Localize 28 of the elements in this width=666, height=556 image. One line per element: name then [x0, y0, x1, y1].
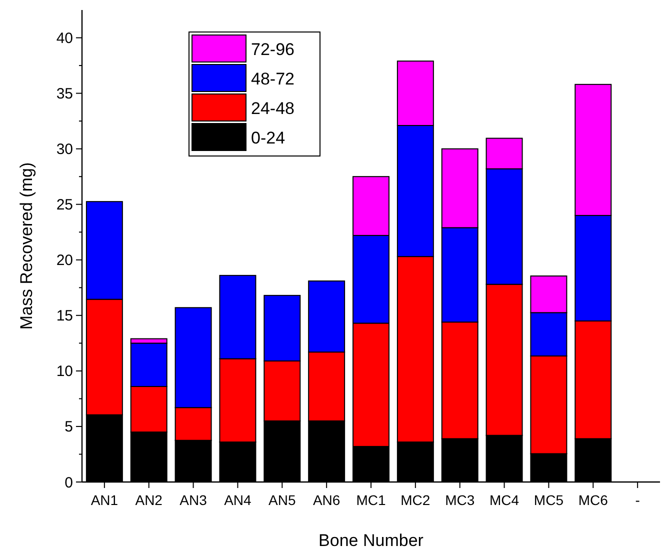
y-tick-label: 35 — [56, 86, 73, 103]
x-tick-label: AN2 — [135, 492, 163, 508]
x-tick-label: AN5 — [268, 492, 296, 508]
legend-label: 24-48 — [251, 98, 294, 118]
y-axis-title: Mass Recovered (mg) — [17, 162, 36, 330]
y-tick-label: 30 — [56, 141, 73, 158]
x-tick-label: MC3 — [445, 492, 475, 508]
x-tick-label: MC4 — [490, 492, 520, 508]
x-tick-label: AN6 — [312, 492, 340, 508]
x-tick-label: MC5 — [534, 492, 564, 508]
x-tick-label: MC6 — [578, 492, 608, 508]
legend-label: 48-72 — [251, 69, 294, 88]
y-tick-label: 15 — [56, 308, 73, 325]
x-tick-label: - — [635, 492, 640, 508]
x-tick-label: MC1 — [356, 492, 386, 508]
x-tick-label: AN4 — [224, 492, 252, 508]
y-tick-label: 10 — [56, 363, 73, 380]
legend-label: 0-24 — [251, 128, 286, 148]
y-tick-label: 25 — [56, 196, 73, 214]
legend-label: 72-96 — [251, 40, 294, 59]
y-tick-label: 40 — [56, 30, 73, 48]
y-tick-label: 0 — [64, 474, 73, 492]
y-tick-label: 5 — [64, 418, 73, 436]
y-tick-label: 20 — [56, 252, 73, 270]
x-axis-title: Bone Number — [318, 531, 424, 550]
x-tick-label: AN1 — [90, 492, 118, 508]
x-tick-label: AN3 — [180, 492, 208, 508]
x-tick-label: MC2 — [400, 492, 430, 508]
